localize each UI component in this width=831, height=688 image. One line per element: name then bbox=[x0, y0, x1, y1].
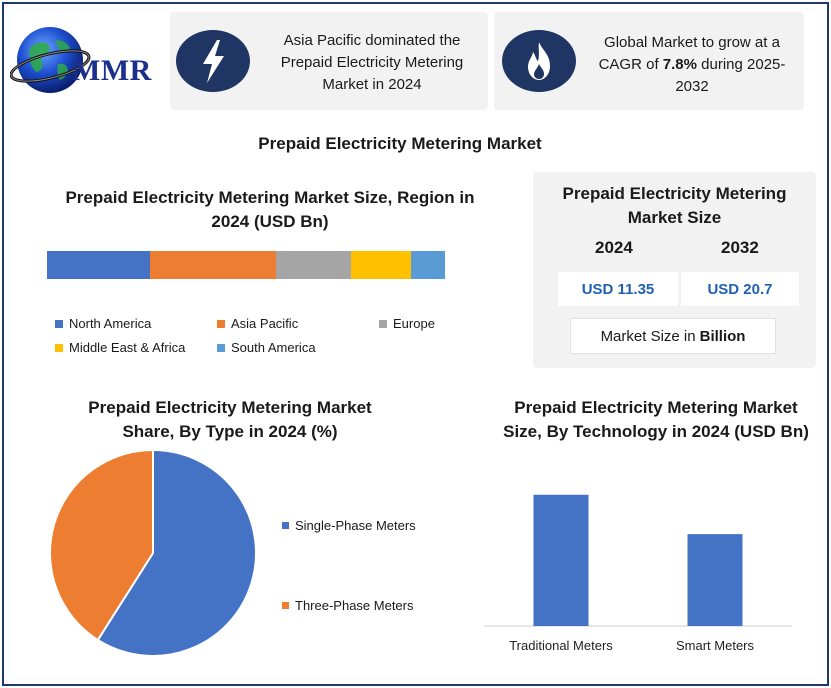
logo-text: MMR bbox=[72, 54, 152, 87]
globe-icon bbox=[9, 27, 91, 93]
segment-asia-pacific bbox=[150, 251, 276, 279]
legend-swatch bbox=[217, 319, 225, 328]
cagr-text-after: during 2025-2032 bbox=[675, 56, 786, 95]
legend-label: North America bbox=[69, 316, 152, 331]
technology-chart-title: Prepaid Electricity Metering Market Size… bbox=[503, 398, 809, 441]
x-tick-label: Traditional Meters bbox=[509, 638, 613, 653]
bar-traditional-meters bbox=[533, 494, 589, 626]
cagr-text-before: Global Market to grow at a CAGR of bbox=[598, 34, 780, 73]
legend-label: Single-Phase Meters bbox=[295, 518, 416, 533]
year-2032: 2032 bbox=[721, 238, 759, 257]
legend-swatch bbox=[217, 343, 225, 352]
legend-south-america: South America bbox=[217, 340, 316, 355]
legend-label: Europe bbox=[393, 316, 435, 331]
technology-bar-chart: Traditional Meters Smart Meters bbox=[484, 494, 792, 653]
cagr-value: 7.8% bbox=[662, 56, 697, 73]
segment-europe bbox=[275, 251, 352, 279]
value-2024: USD 11.35 bbox=[558, 272, 678, 306]
pie-slice-three-phase-meters bbox=[49, 448, 154, 642]
segment-middle-east-africa bbox=[351, 251, 412, 279]
legend-swatch bbox=[282, 522, 289, 529]
legend-swatch bbox=[282, 602, 289, 609]
mmr-logo: MMR bbox=[9, 20, 160, 100]
unit-bold: Billion bbox=[699, 327, 746, 345]
x-tick-label: Smart Meters bbox=[676, 638, 755, 653]
segment-south-america bbox=[411, 251, 445, 279]
legend-label: Middle East & Africa bbox=[69, 340, 186, 355]
segment-north-america bbox=[47, 251, 151, 279]
legend-label: South America bbox=[231, 340, 316, 355]
flame-badge bbox=[502, 30, 576, 92]
unit-label: Market Size in Billion bbox=[570, 318, 776, 354]
region-stacked-bar bbox=[47, 251, 445, 279]
legend-middle-east-africa: Middle East & Africa bbox=[55, 340, 185, 355]
legend-label: Asia Pacific bbox=[231, 316, 299, 331]
banner-asia-text: Asia Pacific dominated the Prepaid Elect… bbox=[280, 32, 464, 93]
market-size-title: Prepaid Electricity Metering Market Size bbox=[562, 184, 787, 227]
type-chart-title: Prepaid Electricity Metering Market Shar… bbox=[88, 398, 372, 441]
legend-three-phase: Three-Phase Meters bbox=[282, 598, 414, 613]
banner-cagr-text: Global Market to grow at a CAGR of 7.8% … bbox=[586, 32, 798, 98]
region-chart-title: Prepaid Electricity Metering Market Size… bbox=[65, 188, 475, 231]
legend-asia-pacific: Asia Pacific bbox=[217, 316, 298, 331]
asia-pacific-banner: Asia Pacific dominated the Prepaid Elect… bbox=[170, 12, 488, 110]
pie-slice-single-phase-meters bbox=[96, 448, 257, 657]
cagr-banner: Global Market to grow at a CAGR of 7.8% … bbox=[494, 12, 804, 110]
lightning-badge bbox=[176, 30, 250, 92]
year-2024: 2024 bbox=[595, 238, 633, 257]
legend-single-phase: Single-Phase Meters bbox=[282, 518, 416, 533]
main-title: Prepaid Electricity Metering Market bbox=[258, 134, 542, 153]
legend-swatch bbox=[55, 343, 63, 352]
flame-icon bbox=[528, 42, 550, 80]
legend-swatch bbox=[379, 319, 387, 328]
market-size-panel: Prepaid Electricity Metering Market Size… bbox=[533, 172, 816, 368]
type-pie-chart bbox=[49, 448, 257, 657]
legend-swatch bbox=[55, 319, 63, 328]
legend-north-america: North America bbox=[55, 316, 151, 331]
bar-smart-meters bbox=[687, 534, 743, 626]
lightning-icon bbox=[203, 40, 224, 83]
value-2032: USD 20.7 bbox=[681, 272, 799, 306]
unit-prefix: Market Size in bbox=[600, 327, 696, 345]
legend-europe: Europe bbox=[379, 316, 435, 331]
legend-label: Three-Phase Meters bbox=[295, 598, 414, 613]
